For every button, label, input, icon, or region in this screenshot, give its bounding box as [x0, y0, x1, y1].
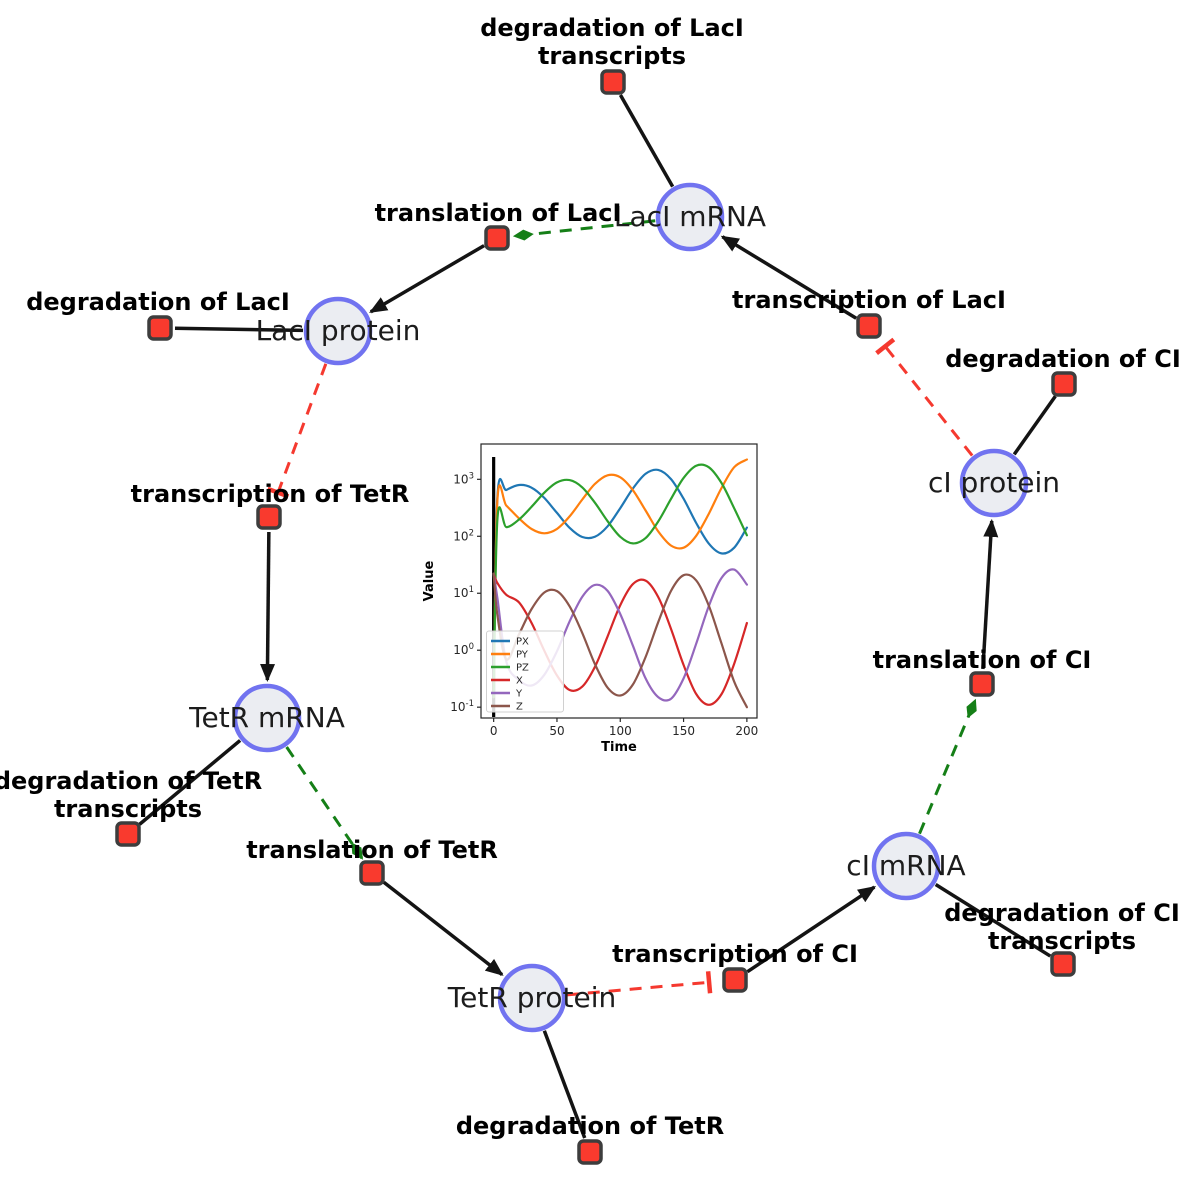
x-tick-label: 50: [549, 724, 564, 738]
edge-arrow-tx_laci-to-laci_mrna: [720, 235, 858, 320]
chart-plot-border: [480, 443, 758, 719]
y-tick-label: 100: [453, 642, 474, 657]
x-tick-label: 100: [609, 724, 632, 738]
edge-line-ci_mrna-to-deg_ci_tx: [934, 883, 1052, 958]
chart-series-X: [492, 572, 748, 706]
reaction-node-tx_tetr[interactable]: [256, 504, 282, 530]
reaction-node-tx_laci[interactable]: [856, 313, 882, 339]
reaction-label-tl_laci-line0: translation of LacI: [375, 199, 622, 227]
edge-line-laci_protein-to-deg_laci: [174, 326, 304, 333]
edge-arrow-tl_laci-to-laci_protein: [369, 244, 485, 314]
reaction-label-deg_laci_tx-line0: degradation of LacI: [480, 14, 744, 42]
y-axis-label: Value: [422, 560, 437, 601]
node-layer: [115, 69, 1077, 1165]
chart-series-PZ: [492, 463, 748, 699]
legend-label-PX: PX: [516, 637, 529, 648]
edge-line-laci_mrna-to-deg_laci_tx: [618, 94, 675, 188]
timeseries-inset-chart: 0 50 100 150 20010-1100101102103TimeValuePXP…: [422, 443, 758, 755]
legend-label-Z: Z: [516, 702, 523, 713]
legend-label-PY: PY: [516, 650, 529, 661]
edge-modifier-laci_mrna-to-tl_laci: [512, 219, 656, 241]
chart-legend: PX PY PZ XYZ: [486, 630, 564, 713]
species-node-laci_protein[interactable]: [303, 296, 373, 366]
edge-arrow-tx_tetr-to-tetr_mrna: [260, 531, 276, 683]
reaction-node-deg_tetr_tx[interactable]: [115, 821, 141, 847]
edge-line-tetr_mrna-to-deg_tetr_tx: [138, 739, 242, 826]
chart-series-layer: [492, 458, 748, 709]
y-tick-label: 101: [453, 585, 474, 600]
chart-series-Z: [492, 572, 748, 709]
reaction-node-deg_laci_tx[interactable]: [600, 69, 626, 95]
x-axis-label: Time: [601, 740, 637, 755]
species-label-laci_mrna: LacI mRNA: [614, 200, 766, 233]
x-tick-label: 200: [735, 724, 758, 738]
edge-line-ci_protein-to-deg_ci: [1012, 395, 1057, 456]
reaction-label-tx_ci-line0: transcription of CI: [612, 940, 858, 968]
x-tick-label: 0: [490, 724, 498, 738]
chart-series-PY: [492, 458, 748, 699]
reaction-label-deg_ci_tx-line1: transcripts: [988, 927, 1136, 955]
species-node-ci_protein[interactable]: [959, 448, 1029, 518]
edge-arrow-tl_ci-to-ci_protein: [981, 518, 999, 670]
reaction-node-tl_tetr[interactable]: [359, 860, 385, 886]
label-layer: LacI mRNA LacI protein cI protein TetR mRNA…: [0, 14, 1181, 1140]
species-label-tetr_mrna: TetR mRNA: [188, 701, 345, 734]
y-tick-label: 102: [453, 528, 474, 543]
y-tick-label: 10-1: [450, 699, 474, 714]
reaction-label-deg_tetr_tx-line1: transcripts: [54, 795, 202, 823]
legend-label-PZ: PZ: [516, 663, 529, 674]
edge-line-tetr_protein-to-deg_tetr: [542, 1030, 587, 1139]
reaction-node-deg_ci[interactable]: [1051, 371, 1077, 397]
reaction-label-deg_tetr_tx-line0: degradation of TetR: [0, 767, 262, 795]
edge-inhibit-tetr_protein-to-tx_ci: [566, 971, 713, 997]
species-label-ci_mrna: cI mRNA: [846, 849, 965, 882]
edge-arrow-tx_ci-to-ci_mrna: [746, 885, 877, 974]
species-label-ci_protein: cI protein: [928, 466, 1060, 499]
reaction-label-deg_tetr-line0: degradation of TetR: [456, 1112, 724, 1140]
reaction-label-deg_laci_tx-line1: transcripts: [538, 42, 686, 70]
species-label-laci_protein: LacI protein: [256, 314, 421, 347]
legend-label-X: X: [516, 676, 523, 687]
reaction-label-deg_ci-line0: degradation of CI: [945, 345, 1181, 373]
edge-inhibit-ci_protein-to-tx_laci: [875, 337, 974, 457]
x-tick-label: 150: [672, 724, 695, 738]
reaction-node-deg_tetr[interactable]: [577, 1139, 603, 1165]
species-node-laci_mrna[interactable]: [655, 182, 725, 252]
species-node-tetr_protein[interactable]: [497, 963, 567, 1033]
reaction-label-tx_laci-line0: transcription of LacI: [732, 286, 1006, 314]
reaction-label-deg_laci-line0: degradation of LacI: [26, 288, 290, 316]
legend-label-Y: Y: [515, 689, 523, 700]
reaction-label-deg_ci_tx-line0: degradation of CI: [944, 899, 1180, 927]
reaction-node-tl_laci[interactable]: [484, 225, 510, 251]
species-node-tetr_mrna[interactable]: [232, 683, 302, 753]
y-tick-label: 103: [453, 471, 474, 486]
species-label-tetr_protein: TetR protein: [447, 981, 616, 1014]
reaction-node-tx_ci[interactable]: [722, 967, 748, 993]
legend-box: [486, 630, 564, 713]
species-node-ci_mrna[interactable]: [871, 831, 941, 901]
reaction-label-tl_ci-line0: translation of CI: [873, 646, 1092, 674]
edge-modifier-ci_mrna-to-tl_ci: [918, 698, 977, 835]
edge-arrow-tl_tetr-to-tetr_protein: [382, 880, 504, 976]
reaction-node-deg_ci_tx[interactable]: [1050, 951, 1076, 977]
edge-modifier-tetr_mrna-to-tl_tetr: [285, 746, 364, 860]
reaction-node-deg_laci[interactable]: [147, 315, 173, 341]
edge-layer: [138, 94, 1057, 1139]
reaction-label-tl_tetr-line0: translation of TetR: [246, 836, 498, 864]
reaction-label-tx_tetr-line0: transcription of TetR: [131, 480, 410, 508]
reaction-node-tl_ci[interactable]: [969, 671, 995, 697]
edge-inhibit-laci_protein-to-tx_tetr: [266, 363, 328, 499]
